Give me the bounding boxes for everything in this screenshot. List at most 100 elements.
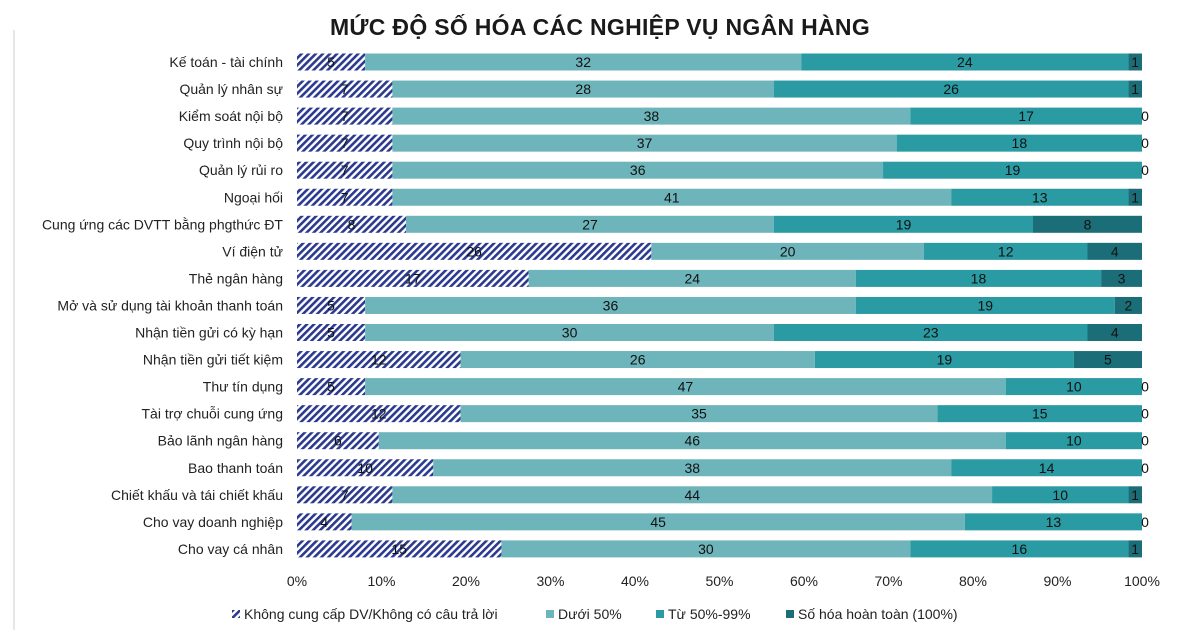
data-label: 16 [1012,541,1028,557]
bar-segment [297,188,393,206]
legend-label: Không cung cấp DV/Không có câu trả lời [244,606,498,622]
data-label: 5 [327,54,335,70]
bar-segment [1114,296,1142,314]
data-label: 19 [977,297,993,313]
legend-swatch [546,610,554,618]
bar-segment [774,80,1129,98]
data-label: 1 [1131,189,1139,205]
legend-label: Từ 50%-99% [668,606,751,622]
bar-segment [297,134,393,152]
bar-segment [1073,351,1142,369]
bar-segment [460,405,938,423]
bar-segment [392,80,775,98]
bar-segment [297,459,434,477]
data-label: 0 [1141,379,1149,395]
data-label: 17 [405,270,421,286]
data-label: 38 [644,108,660,124]
category-label: Ngoại hối [224,189,283,205]
data-label: 7 [341,162,349,178]
frame-divider [13,30,15,630]
legend-item: Không cung cấp DV/Không có câu trả lời [232,606,498,622]
category-label: Bao thanh toán [188,460,283,476]
data-label: 8 [348,216,356,232]
data-label: 12 [998,243,1014,259]
data-label: 19 [937,352,953,368]
bar-segment [896,134,1142,152]
bar-segment [297,351,461,369]
data-label: 1 [1131,81,1139,97]
bar-segment [910,107,1142,125]
legend-swatch [786,610,794,618]
x-tick-label: 20% [452,573,480,589]
bar-segment [297,540,502,558]
data-label: 7 [341,487,349,503]
category-label: Nhận tiền gửi tiết kiệm [143,352,283,368]
legend-item: Dưới 50% [546,606,622,622]
x-tick-label: 90% [1043,573,1071,589]
bar-segment [297,80,393,98]
data-label: 24 [957,54,973,70]
category-label: Kế toán - tài chính [169,54,283,70]
bar-segment [923,242,1088,260]
legend-label: Dưới 50% [558,606,622,622]
data-label: 36 [603,297,619,313]
x-tick-label: 30% [536,573,564,589]
category-label: Cho vay doanh nghiệp [143,514,283,530]
data-label: 32 [575,54,591,70]
category-label: Mở và sử dụng tài khoản thanh toán [57,297,283,313]
bar-segment [1005,432,1142,450]
data-label: 23 [923,325,939,341]
bar-segment [1128,80,1142,98]
bar-segment [1032,215,1142,233]
data-label: 7 [341,189,349,205]
bar-segment [1101,269,1142,287]
bar-segment [297,269,529,287]
data-label: 5 [327,325,335,341]
data-label: 13 [1046,514,1062,530]
data-label: 10 [1066,379,1082,395]
bar-segment [964,513,1142,531]
bar-segment [392,134,897,152]
data-label: 0 [1141,135,1149,151]
data-label: 15 [391,541,407,557]
x-tick-label: 0% [287,573,307,589]
bar-segment [937,405,1142,423]
bar-segment [855,296,1115,314]
data-label: 24 [684,270,700,286]
data-label: 36 [630,162,646,178]
data-label: 4 [1111,325,1119,341]
category-label: Quản lý nhân sự [179,81,283,97]
bar-segment [433,459,952,477]
bar-segment [1128,486,1142,504]
bar-segment [814,351,1074,369]
data-label: 12 [371,352,387,368]
bar-segment [460,351,815,369]
data-label: 14 [1039,460,1055,476]
legend-swatch [656,610,664,618]
bar-segment [351,513,965,531]
bar-segment [855,269,1102,287]
data-label: 7 [341,108,349,124]
bar-segment [365,324,775,341]
x-tick-label: 40% [621,573,649,589]
bar-segment [297,242,652,260]
bar-segment [774,324,1088,341]
legend-swatch [232,610,240,618]
data-label: 45 [650,514,666,530]
data-label: 10 [357,460,373,476]
category-label: Ví điện tử [222,243,283,259]
category-label: Bảo lãnh ngân hàng [158,433,283,449]
data-label: 37 [637,135,653,151]
bar-segment [774,215,1033,233]
bar-segment [992,486,1129,504]
category-label: Tài trợ chuỗi cung ứng [141,406,283,422]
bar-segment [297,378,366,396]
bar-segment [951,188,1129,206]
data-label: 0 [1141,514,1149,530]
bar-segment [297,324,366,341]
x-tick-label: 50% [705,573,733,589]
bar-segment [1087,324,1142,341]
data-label: 1 [1131,541,1139,557]
data-label: 13 [1032,189,1048,205]
